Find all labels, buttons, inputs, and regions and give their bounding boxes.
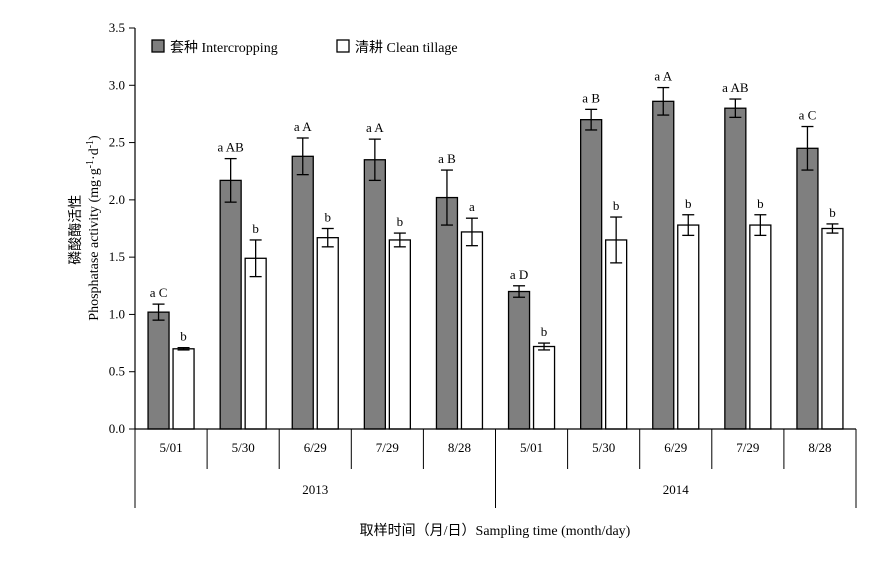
- y-axis-unit-sup-1: -1: [85, 160, 96, 168]
- y-tick-label: 3.0: [109, 77, 125, 92]
- y-axis-title-en: Phosphatase activity (mg·g: [87, 168, 102, 320]
- bar-intercropping: [363, 159, 387, 430]
- y-axis-title-cn: 磷酸酶活性: [68, 195, 84, 265]
- x-tick-label: 7/29: [376, 440, 399, 455]
- bar-clean-tillage: [244, 257, 267, 430]
- y-tick-label: 0.0: [109, 421, 125, 436]
- bar-clean-tillage: [532, 345, 556, 430]
- y-tick-label: 1.5: [109, 249, 125, 264]
- bar-intercropping: [796, 147, 819, 430]
- significance-label: b: [325, 210, 332, 225]
- x-axis-title: 取样时间（月/日）Sampling time (month/day): [360, 523, 631, 539]
- significance-label: a A: [654, 69, 672, 84]
- significance-label: a C: [799, 108, 817, 123]
- x-tick-label: 5/01: [159, 440, 182, 455]
- x-tick-label: 8/28: [808, 440, 831, 455]
- y-axis-unit-mid: ·d: [87, 148, 102, 160]
- significance-label: b: [397, 214, 404, 229]
- legend-swatch-intercropping: [151, 39, 165, 53]
- legend: 套种 Intercropping 清耕 Clean tillage: [151, 39, 458, 56]
- significance-label: b: [685, 196, 692, 211]
- y-axis-unit-sup-2: -1: [85, 140, 96, 148]
- y-tick-label: 2.0: [109, 192, 125, 207]
- bar-intercropping: [435, 196, 459, 430]
- x-tick-label: 8/28: [448, 440, 471, 455]
- bar-clean-tillage: [749, 224, 772, 430]
- bar-clean-tillage: [821, 227, 844, 430]
- group-label: 2013: [302, 482, 328, 497]
- y-tick-label: 3.5: [109, 20, 125, 35]
- axes: 0.0 0.5 1.0 1.5 2.0 2.5 3.0 3.5 5/01 5/30 6/29 7/29…: [109, 20, 857, 508]
- bar-clean-tillage: [388, 239, 412, 430]
- y-tick-label: 2.5: [109, 135, 125, 150]
- bar-clean-tillage: [677, 224, 700, 430]
- legend-label-clean-tillage: 清耕 Clean tillage: [355, 39, 458, 56]
- significance-label: a D: [510, 267, 528, 282]
- y-axis-unit-close: ): [87, 135, 102, 140]
- bar-clean-tillage: [605, 239, 628, 430]
- significance-label: a: [469, 199, 475, 214]
- significance-label: a A: [366, 120, 384, 135]
- bar-intercropping: [219, 179, 242, 430]
- group-label: 2014: [663, 482, 690, 497]
- plot-area: a C a AB a A a A a B a D a B a A a AB a C b b b b a b b b…: [147, 69, 844, 430]
- significance-label: a B: [582, 90, 600, 105]
- x-tick-label: 5/01: [520, 440, 543, 455]
- bar-clean-tillage: [460, 231, 484, 430]
- x-tick-label: 7/29: [736, 440, 759, 455]
- significance-label: a B: [438, 151, 456, 166]
- significance-label: a C: [150, 285, 168, 300]
- y-tick-label: 0.5: [109, 364, 125, 379]
- significance-label: a AB: [217, 140, 244, 155]
- x-tick-label: 5/30: [232, 440, 255, 455]
- x-tick-label: 6/29: [664, 440, 687, 455]
- significance-label: b: [541, 324, 548, 339]
- bar-intercropping: [652, 100, 675, 430]
- bar-intercropping: [291, 155, 314, 430]
- bar-clean-tillage: [316, 237, 339, 430]
- significance-label: b: [757, 196, 764, 211]
- bar-intercropping: [147, 311, 170, 430]
- significance-label: a A: [294, 119, 312, 134]
- y-axis-title: 磷酸酶活性 Phosphatase activity (mg·g-1·d-1): [68, 135, 102, 321]
- significance-label: a AB: [722, 80, 749, 95]
- legend-swatch-clean-tillage: [336, 39, 350, 53]
- x-tick-label: 5/30: [592, 440, 615, 455]
- significance-label: b: [180, 329, 187, 344]
- significance-label: b: [829, 205, 836, 220]
- y-tick-label: 1.0: [109, 306, 125, 321]
- legend-label-intercropping: 套种 Intercropping: [170, 40, 278, 56]
- x-tick-label: 6/29: [304, 440, 327, 455]
- bar-intercropping: [724, 107, 747, 430]
- bar-intercropping: [507, 290, 531, 430]
- bar-clean-tillage: [172, 348, 195, 430]
- significance-label: b: [252, 221, 259, 236]
- bar-intercropping: [580, 119, 603, 430]
- significance-label: b: [613, 198, 620, 213]
